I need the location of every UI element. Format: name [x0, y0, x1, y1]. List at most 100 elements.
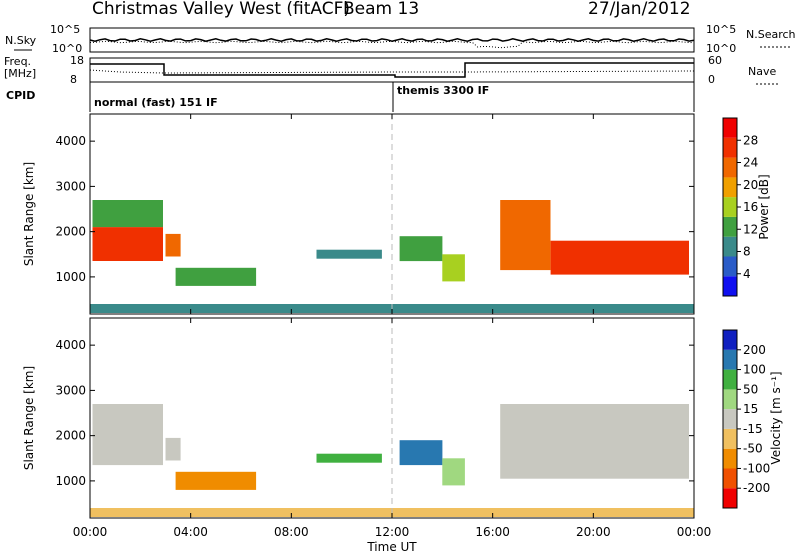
data-region-6 — [442, 254, 465, 282]
data-region-0 — [92, 227, 163, 261]
data-region-3 — [175, 267, 257, 286]
noise-tick-top-left: 10^5 — [50, 23, 80, 36]
data-region-5 — [399, 236, 443, 262]
power-colorbar-swatch — [723, 197, 737, 217]
cpid-label: CPID — [6, 89, 35, 102]
x-tick-label: 00:00 — [73, 525, 108, 539]
velocity-colorbar-swatch — [723, 428, 737, 449]
velocity-colorbar: -200 -100 -50 -15 15 50 100 200 Velocity [m s⁻¹… — [722, 329, 783, 509]
nave-tick-bottom: 0 — [708, 73, 715, 86]
freq-unit-label: [MHz] — [4, 67, 36, 80]
velocity-ylabel: Slant Range [km] — [22, 366, 36, 470]
x-tick-label: 00:00 — [677, 525, 712, 539]
y-tick-label: 2000 — [55, 225, 86, 239]
data-region-4 — [399, 440, 443, 466]
frequency-line — [90, 62, 694, 78]
velocity-colorbar-swatch — [723, 409, 737, 429]
data-region-2 — [165, 233, 181, 257]
nave-label: Nave — [748, 65, 776, 78]
power-colorbar-swatch — [723, 236, 737, 257]
velocity-panel: 1000 2000 3000 4000 Slant Range [km] — [22, 317, 695, 519]
data-region-6 — [500, 404, 689, 479]
velocity-colorbar-swatch — [723, 349, 737, 370]
time-axis: 00:00 04:00 08:00 12:00 16:00 20:00 00:00 — [73, 114, 712, 539]
power-colorbar-tick-label: 28 — [743, 133, 758, 147]
x-tick-label: 08:00 — [274, 525, 309, 539]
data-region-1 — [165, 437, 181, 461]
y-tick-label: 1000 — [55, 474, 86, 488]
power-colorbar-swatch — [723, 157, 737, 178]
noise-tick-top-right: 10^5 — [706, 23, 736, 36]
x-tick-label: 20:00 — [576, 525, 611, 539]
power-colorbar-tick-label: 20 — [743, 178, 758, 192]
velocity-colorbar-swatch — [723, 369, 737, 390]
velocity-colorbar-tick-label: -100 — [743, 461, 770, 475]
power-colorbar-swatch — [723, 256, 737, 277]
velocity-colorbar-label: Velocity [m s⁻¹] — [769, 371, 783, 464]
nave-tick-top: 60 — [708, 54, 722, 67]
cpid-segment-1: normal (fast) 151 IF — [94, 96, 218, 109]
noise-sky-line — [89, 38, 695, 42]
velocity-colorbar-tick-label: -50 — [743, 442, 763, 456]
xaxis-label: Time UT — [366, 540, 417, 554]
power-colorbar-tick-label: 8 — [743, 245, 751, 259]
x-tick-label: 12:00 — [375, 525, 410, 539]
data-region-7 — [500, 200, 551, 271]
power-colorbar-tick-label: 4 — [743, 267, 751, 281]
data-region-2 — [175, 471, 257, 490]
power-colorbar-tick-label: 12 — [743, 222, 758, 236]
y-tick-label: 2000 — [55, 429, 86, 443]
cpid-segment-2: themis 3300 IF — [397, 84, 489, 97]
velocity-colorbar-tick-label: 50 — [743, 382, 758, 396]
data-region-8 — [550, 240, 689, 275]
power-colorbar-swatch — [723, 118, 737, 138]
power-colorbar-tick-label: 16 — [743, 200, 758, 214]
y-tick-label: 4000 — [55, 338, 86, 352]
noise-tick-bottom-right: 10^0 — [706, 42, 736, 55]
power-colorbar-swatch — [723, 177, 737, 198]
y-tick-label: 3000 — [55, 383, 86, 397]
power-panel: 1000 2000 3000 4000 Slant Range [km] — [22, 113, 695, 315]
noise-search-line — [89, 40, 695, 49]
velocity-colorbar-swatch — [723, 448, 737, 469]
chart-title: Christmas Valley West (fitACF) — [92, 0, 350, 19]
data-region-0 — [92, 404, 163, 466]
nsky-label: N.Sky — [5, 34, 37, 47]
velocity-colorbar-tick-label: -15 — [743, 422, 763, 436]
velocity-colorbar-swatch — [723, 488, 737, 508]
power-colorbar-swatch — [723, 216, 737, 237]
velocity-colorbar-tick-label: 100 — [743, 363, 766, 377]
velocity-colorbar-tick-label: 200 — [743, 343, 766, 357]
nsearch-label: N.Search — [746, 28, 796, 41]
velocity-colorbar-swatch — [723, 389, 737, 410]
cpid-strip: CPID normal (fast) 151 IF themis 3300 IF — [6, 82, 695, 112]
y-tick-label: 4000 — [55, 134, 86, 148]
x-tick-label: 04:00 — [173, 525, 208, 539]
noise-tick-bottom-left: 10^0 — [52, 42, 82, 55]
velocity-colorbar-tick-label: 15 — [743, 402, 758, 416]
power-colorbar-tick-label: 24 — [743, 156, 758, 170]
freq-label: Freq. — [4, 55, 31, 68]
x-tick-label: 16:00 — [475, 525, 510, 539]
nave-line — [89, 69, 695, 74]
power-colorbar-swatch — [723, 276, 737, 296]
power-colorbar: 4 8 12 16 20 24 28 Power [dB] — [722, 117, 771, 297]
freq-tick-bottom: 8 — [70, 73, 77, 86]
velocity-colorbar-swatch — [723, 468, 737, 489]
power-ylabel: Slant Range [km] — [22, 162, 36, 266]
y-tick-label: 1000 — [55, 270, 86, 284]
data-region-4 — [316, 249, 382, 259]
power-colorbar-label: Power [dB] — [757, 174, 771, 239]
y-tick-label: 3000 — [55, 179, 86, 193]
data-region-1 — [92, 200, 163, 228]
date-label: 27/Jan/2012 — [588, 0, 691, 19]
noise-panel: N.Sky 10^5 10^0 10^5 10^0 N.Search — [5, 23, 796, 55]
beam-label: Beam 13 — [343, 0, 419, 19]
velocity-colorbar-tick-label: -200 — [743, 481, 770, 495]
freq-panel: Freq. [MHz] 18 8 60 0 Nave — [4, 54, 780, 86]
data-region-5 — [442, 458, 465, 486]
data-region-3 — [316, 453, 382, 463]
freq-tick-top: 18 — [70, 54, 84, 67]
velocity-colorbar-swatch — [723, 330, 737, 350]
